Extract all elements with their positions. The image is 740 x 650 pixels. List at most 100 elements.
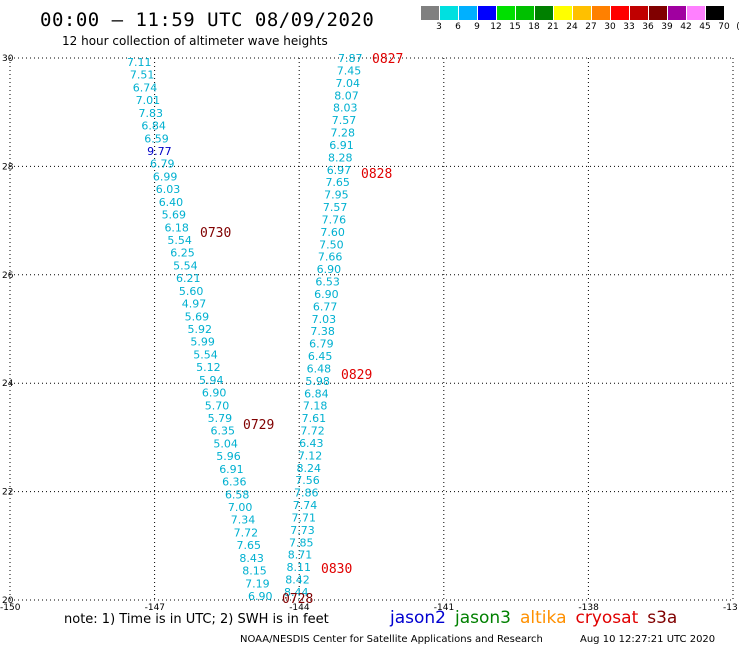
wave-height-value: 6.99 xyxy=(153,170,178,183)
colorbar-swatch xyxy=(611,6,629,20)
wave-height-value: 6.91 xyxy=(329,139,354,152)
wave-height-value: 5.04 xyxy=(213,437,238,450)
satellite-legend-item: s3a xyxy=(647,608,678,628)
wave-height-value: 6.84 xyxy=(304,387,329,400)
wave-height-value: 7.66 xyxy=(318,251,343,264)
wave-height-value: 6.59 xyxy=(144,132,169,145)
lon-tick-label: -138 xyxy=(578,603,599,613)
wave-height-value: 7.65 xyxy=(236,539,261,552)
wave-height-value: 6.18 xyxy=(164,221,189,234)
wave-height-value: 4.97 xyxy=(182,298,207,311)
wave-height-value: 7.28 xyxy=(330,127,355,140)
colorbar-label: 27 xyxy=(585,22,597,32)
wave-height-value: 6.79 xyxy=(150,158,175,171)
pass-time-label: 0728 xyxy=(282,592,313,607)
wave-height-value: 5.54 xyxy=(173,259,198,272)
wave-height-value: 7.57 xyxy=(332,114,357,127)
lat-tick-label: 28 xyxy=(2,162,14,172)
wave-height-value: 8.11 xyxy=(287,561,312,574)
wave-height-value: 7.56 xyxy=(295,474,320,487)
wave-height-value: 5.70 xyxy=(205,399,230,412)
satellite-legend-item: altika xyxy=(520,608,567,628)
wave-height-value: 5.94 xyxy=(199,374,224,387)
wave-height-value: 5.12 xyxy=(196,361,221,374)
colorbar-label: 70 xyxy=(718,22,730,32)
colorbar-label: 15 xyxy=(509,22,521,32)
wave-height-value: 7.61 xyxy=(302,412,327,425)
colorbar-swatch xyxy=(706,6,724,20)
wave-height-value: 6.25 xyxy=(170,247,195,260)
wave-height-value: 6.90 xyxy=(248,590,273,603)
wave-height-value: 6.84 xyxy=(141,120,166,133)
wave-height-value: 6.97 xyxy=(327,164,352,177)
wave-height-value: 7.60 xyxy=(320,226,345,239)
wave-height-value: 6.43 xyxy=(299,437,324,450)
colorbar-label: 24 xyxy=(566,22,578,32)
colorbar-label: 39 xyxy=(661,22,673,32)
colorbar-label: 33 xyxy=(623,22,635,32)
generation-timestamp: Aug 10 12:27:21 UTC 2020 xyxy=(580,634,716,645)
wave-height-value: 6.48 xyxy=(307,362,332,375)
wave-height-value: 8.42 xyxy=(285,574,310,587)
wave-height-value: 6.79 xyxy=(309,338,334,351)
lon-tick-label: -13 xyxy=(723,603,738,613)
colorbar-label: 12 xyxy=(490,22,502,32)
wave-height-value: 7.73 xyxy=(290,524,315,537)
pass-time-label: 0729 xyxy=(243,418,274,433)
colorbar-label: 21 xyxy=(547,22,559,32)
wave-height-value: 9.77 xyxy=(147,145,172,158)
wave-height-value: 7.83 xyxy=(139,107,164,120)
wave-height-value: 7.00 xyxy=(228,501,253,514)
wave-height-value: 6.53 xyxy=(315,276,340,289)
wave-height-value: 6.90 xyxy=(314,288,339,301)
satellite-legend-item: jason2 xyxy=(390,608,446,628)
wave-height-value: 7.01 xyxy=(136,94,161,107)
wave-height-value: 7.34 xyxy=(231,514,256,527)
wave-height-value: 7.03 xyxy=(312,313,337,326)
wave-height-value: 8.71 xyxy=(288,549,313,562)
lon-tick-label: -147 xyxy=(145,603,165,613)
wave-height-value: 7.51 xyxy=(130,69,155,82)
wave-height-value: 6.45 xyxy=(308,350,333,363)
credit-line: NOAA/NESDIS Center for Satellite Applica… xyxy=(240,634,543,645)
colorbar-label: 9 xyxy=(474,22,480,32)
wave-height-value: 5.98 xyxy=(305,375,330,388)
wave-height-value: 6.91 xyxy=(219,463,244,476)
wave-height-value: 8.15 xyxy=(242,565,267,578)
pass-time-label: 0830 xyxy=(321,562,352,577)
wave-height-value: 6.74 xyxy=(133,81,158,94)
colorbar-swatch xyxy=(554,6,572,20)
wave-height-value: 6.58 xyxy=(225,488,250,501)
colorbar-label: 45 xyxy=(699,22,711,32)
colorbar-swatch xyxy=(630,6,648,20)
colorbar-label: 6 xyxy=(455,22,461,32)
wave-height-value: 6.03 xyxy=(156,183,181,196)
lat-tick-label: 20 xyxy=(2,596,14,606)
footnote: note: 1) Time is in UTC; 2) SWH is in fe… xyxy=(64,612,329,627)
colorbar-swatch xyxy=(478,6,496,20)
map-title: 00:00 – 11:59 UTC 08/09/2020 xyxy=(40,9,375,31)
wave-height-value: 5.54 xyxy=(167,234,192,247)
wave-height-value: 7.19 xyxy=(245,577,270,590)
wave-height-value: 7.65 xyxy=(325,176,350,189)
wave-height-value: 5.69 xyxy=(185,310,210,323)
wave-height-value: 7.45 xyxy=(337,64,362,77)
wave-height-value: 7.71 xyxy=(292,511,317,524)
wave-height-value: 7.74 xyxy=(293,499,318,512)
lon-tick-label: -150 xyxy=(0,603,21,613)
wave-height-value: 7.04 xyxy=(335,77,360,90)
wave-height-value: 7.18 xyxy=(303,400,328,413)
satellite-legend-item: jason3 xyxy=(455,608,511,628)
wave-height-value: 7.57 xyxy=(323,201,348,214)
lon-tick-label: -144 xyxy=(289,603,310,613)
colorbar-swatch xyxy=(573,6,591,20)
colorbar-label: 18 xyxy=(528,22,540,32)
satellite-legend: jason2 jason3 altika cryosat s3a xyxy=(390,608,686,628)
wave-height-value: 7.50 xyxy=(319,238,344,251)
colorbar-label: 36 xyxy=(642,22,654,32)
wave-height-value: 5.69 xyxy=(162,209,187,222)
colorbar-swatch xyxy=(592,6,610,20)
wave-height-value: 6.77 xyxy=(313,300,338,313)
lat-tick-label: 24 xyxy=(2,379,14,389)
